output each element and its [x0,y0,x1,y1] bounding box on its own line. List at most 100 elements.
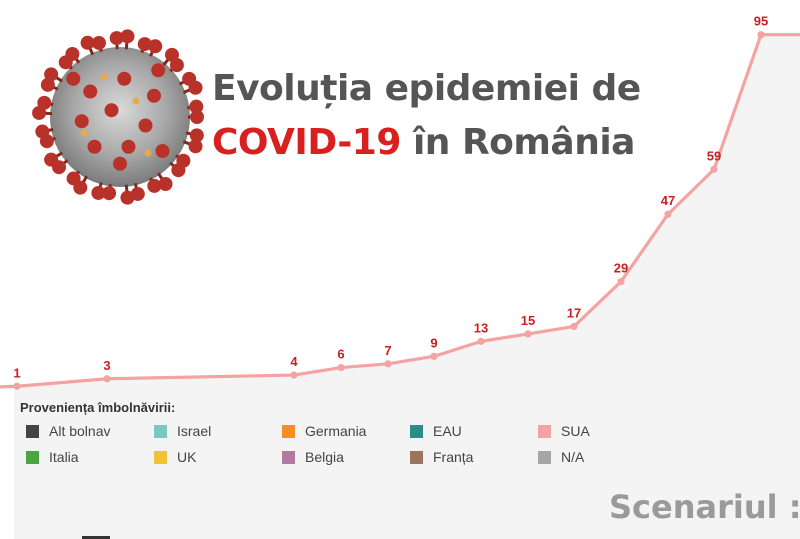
virus-spike-head [66,71,81,86]
virus-spike-head [151,63,166,78]
data-label: 15 [521,313,535,328]
legend-label: Italia [49,449,79,465]
virus-protein [80,129,88,137]
virus-spike-head [121,139,136,154]
legend-item-israel[interactable]: Israel [148,421,276,441]
coronavirus-illustration [32,29,204,205]
virus-spike-head [80,35,95,50]
legend-item-franta[interactable]: Franța [404,447,532,467]
virus-spike-head [137,37,152,52]
data-label: 59 [707,148,721,163]
virus-spike-head [91,185,106,200]
virus-spike-head [148,39,163,54]
legend-label: Alt bolnav [49,423,111,439]
virus-spike-head [113,156,127,171]
legend-label: EAU [433,423,462,439]
legend-swatch [282,424,295,438]
legend-swatch [26,424,39,438]
virus-spike-head [87,139,102,154]
data-point [524,330,532,338]
data-label: 3 [103,358,110,373]
virus-spike-head [37,95,52,110]
data-label: 47 [661,193,675,208]
virus-spike-head [171,163,186,178]
virus-spike-head [109,31,124,46]
legend-swatch [26,450,39,464]
legend: Proveniența îmbolnăvirii: Alt bolnav Isr… [20,400,660,467]
legend-swatch [410,450,423,464]
virus-spike-head [66,171,81,186]
legend-item-sua[interactable]: SUA [532,421,660,441]
legend-swatch [154,424,167,438]
data-point [430,352,438,360]
virus-spike-head [74,114,89,129]
legend-label: N/A [561,449,585,465]
virus-spike-head [158,176,173,191]
legend-swatch [282,450,295,464]
legend-item-na[interactable]: N/A [532,447,660,467]
virus-spike-head [169,58,184,73]
footer-divider [82,536,110,539]
legend-label: Belgia [305,449,344,465]
legend-swatch [538,424,551,438]
virus-protein [100,73,108,81]
chart-area [14,34,800,539]
legend-grid: Alt bolnav Israel Germania EAU SUA Itali… [20,421,660,467]
legend-label: Germania [305,423,367,439]
data-point [757,31,765,39]
title-line-2-rest: în România [400,122,636,163]
legend-label: SUA [561,423,590,439]
virus-spike-head [117,71,132,86]
data-point [13,382,21,390]
data-point [337,363,345,372]
data-label: 29 [614,261,628,276]
legend-item-belgia[interactable]: Belgia [276,447,404,467]
virus-protein [144,149,152,157]
data-label: 4 [290,354,298,369]
data-point [477,337,485,345]
virus-protein [132,97,140,105]
legend-swatch [410,424,423,438]
legend-title: Proveniența îmbolnăvirii: [20,400,176,415]
data-point [617,277,625,286]
chart-title: Evoluția epidemiei de COVID-19 în Români… [212,62,641,170]
virus-spike-head [189,128,204,143]
legend-label: Franța [433,449,474,465]
virus-spike-head [65,46,80,61]
virus-spike-head [190,110,204,124]
data-label: 17 [567,305,581,320]
data-point [664,210,672,218]
legend-item-italia[interactable]: Italia [20,447,148,467]
virus-spike-head [188,139,203,154]
data-label: 7 [384,343,391,358]
title-line-2: COVID-19 în România [212,116,641,170]
data-label: 13 [474,320,488,335]
virus-spike-head [188,80,203,95]
legend-item-eau[interactable]: EAU [404,421,532,441]
legend-swatch [154,450,167,464]
data-label: 9 [430,335,437,350]
virus-spike-head [120,190,135,205]
data-point [290,371,298,379]
data-point [710,165,718,173]
legend-swatch [538,450,551,464]
legend-label: UK [177,449,197,465]
virus-spike-head [44,152,59,167]
virus-spike-head [104,103,119,118]
virus-spike-head [35,124,50,139]
virus-spike-head [91,35,106,50]
data-label: 1 [13,365,20,380]
virus-body [50,47,190,187]
virus-spike-head [155,144,170,158]
legend-item-germania[interactable]: Germania [276,421,404,441]
title-highlight: COVID-19 [212,122,401,163]
legend-item-alt-bolnav[interactable]: Alt bolnav [20,421,148,441]
legend-label: Israel [177,423,212,439]
virus-spike-head [189,99,204,114]
title-line-1: Evoluția epidemiei de [212,68,641,109]
virus-spike-head [138,118,153,133]
data-label: 6 [337,347,344,362]
legend-item-uk[interactable]: UK [148,447,276,467]
virus-spike-head [147,88,161,103]
